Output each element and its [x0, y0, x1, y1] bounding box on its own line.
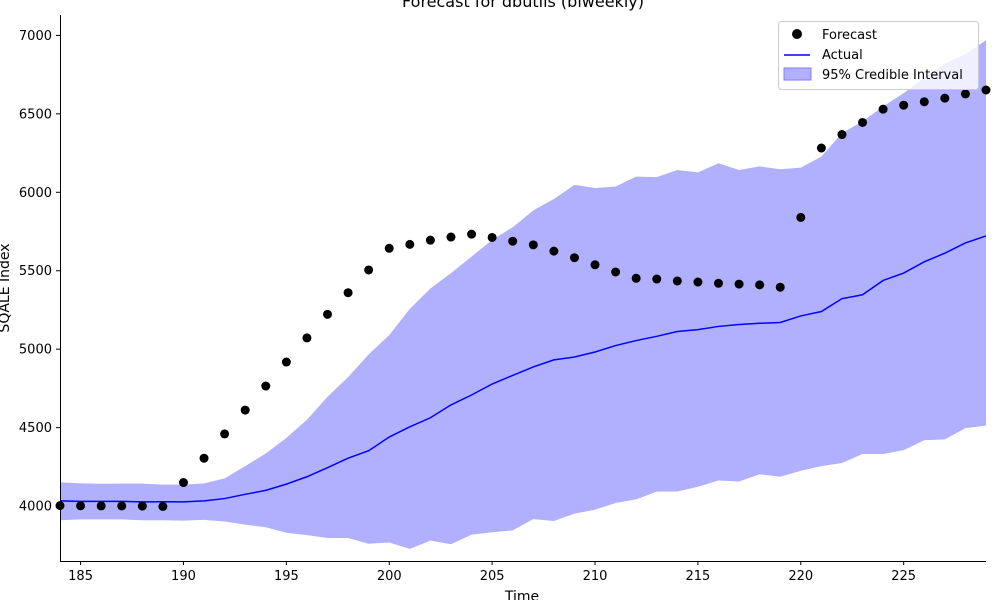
forecast-point [446, 232, 456, 242]
forecast-point [364, 265, 374, 275]
forecast-point [487, 232, 497, 242]
x-tick-label: 205 [480, 569, 505, 584]
forecast-point [919, 97, 929, 107]
x-tick-label: 190 [171, 569, 196, 584]
forecast-point [137, 501, 147, 511]
forecast-point [425, 235, 435, 245]
forecast-point [302, 333, 312, 343]
forecast-point [158, 501, 168, 511]
forecast-point [858, 117, 868, 127]
forecast-point [220, 429, 230, 439]
credible-interval-band [60, 40, 986, 549]
actual-line-layer [59, 235, 987, 503]
legend: Forecast Actual 95% Credible Interval [778, 21, 979, 90]
x-tick-label: 220 [788, 569, 813, 584]
x-tick-label: 185 [68, 569, 93, 584]
forecast-point [734, 279, 744, 289]
forecast-point [611, 267, 621, 277]
forecast-point [837, 130, 847, 140]
forecast-point [178, 478, 188, 488]
forecast-point [76, 501, 86, 511]
forecast-point [323, 309, 333, 319]
forecast-point [549, 246, 559, 256]
forecast-point [960, 89, 970, 99]
forecast-point [281, 357, 291, 367]
chart-title: Forecast for dbutils (biweekly) [402, 0, 644, 11]
forecast-point [940, 93, 950, 103]
forecast-point [899, 100, 909, 110]
x-axis-label: Time [504, 589, 539, 600]
legend-actual-label: Actual [822, 48, 863, 63]
forecast-point [796, 212, 806, 222]
legend-forecast-marker [792, 29, 802, 39]
forecast-point [384, 243, 394, 253]
legend-interval-label: 95% Credible Interval [822, 68, 963, 83]
y-tick-label: 5000 [19, 343, 52, 358]
y-tick-label: 4000 [19, 500, 52, 515]
y-tick-label: 5500 [19, 264, 52, 279]
y-axis-label: SQALE Index [0, 243, 13, 332]
forecast-point [261, 381, 271, 391]
forecast-point [775, 282, 785, 292]
forecast-point [981, 85, 991, 95]
forecast-point [755, 280, 765, 290]
forecast-point [117, 501, 127, 511]
legend-interval-swatch [783, 67, 812, 81]
y-tick-label: 6500 [19, 107, 52, 122]
forecast-point [672, 276, 682, 286]
x-tick-label: 200 [377, 569, 402, 584]
forecast-point [343, 288, 353, 298]
y-tick-label: 6000 [19, 186, 52, 201]
forecast-points-layer [55, 85, 991, 511]
y-tick-label: 7000 [19, 29, 52, 44]
forecast-point [631, 273, 641, 283]
x-axis-ticks: 185 190 195 200 205 210 215 220 225 [68, 561, 916, 584]
forecast-point [652, 274, 662, 284]
forecast-point [816, 143, 826, 153]
x-tick-label: 210 [583, 569, 608, 584]
forecast-point [240, 405, 250, 415]
forecast-point [569, 253, 579, 263]
forecast-point [405, 239, 415, 249]
legend-forecast-label: Forecast [822, 28, 877, 43]
legend-frame [778, 21, 979, 90]
y-axis-ticks: 4000 4500 5000 5500 6000 6500 7000 [19, 29, 60, 515]
forecast-point [713, 278, 723, 288]
forecast-point [590, 260, 600, 270]
x-tick-label: 195 [274, 569, 299, 584]
forecast-point [199, 453, 209, 463]
x-tick-label: 225 [891, 569, 916, 584]
x-tick-label: 215 [685, 569, 710, 584]
actual-series-line [59, 235, 987, 503]
forecast-point [96, 501, 106, 511]
forecast-point [693, 277, 703, 287]
credible-interval-layer [60, 40, 986, 549]
forecast-point [467, 229, 477, 239]
forecast-point [878, 104, 888, 114]
forecast-point [508, 236, 518, 246]
y-tick-label: 4500 [19, 421, 52, 436]
forecast-point [528, 240, 538, 250]
